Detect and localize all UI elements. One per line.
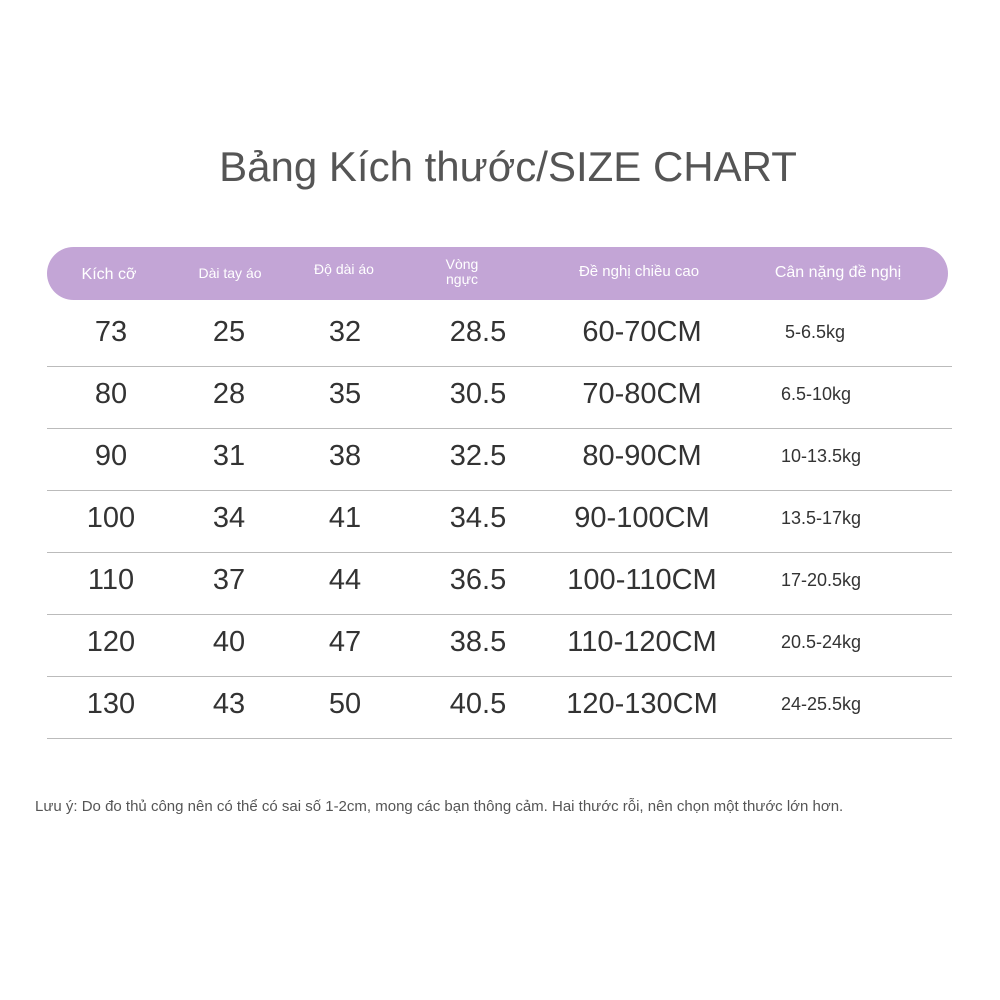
header-size: Kích cỡ (81, 266, 137, 283)
header-sleeve-length: Dài tay áo (198, 265, 262, 281)
table-cell: 34.5 (449, 502, 507, 534)
table-cell: 32 (328, 316, 362, 348)
table-row: 80 28 35 30.5 70-80CM 6.5-10kg (47, 366, 952, 429)
table-cell: 13.5-17kg (781, 508, 862, 528)
table-cell: 80 (94, 378, 128, 410)
table-cell: 130 (86, 688, 136, 720)
table-cell: 40.5 (449, 688, 507, 720)
table-row: 90 31 38 32.5 80-90CM 10-13.5kg (47, 428, 952, 491)
table-cell: 40 (212, 626, 246, 658)
table-row: 100 34 41 34.5 90-100CM 13.5-17kg (47, 490, 952, 553)
table-cell: 6.5-10kg (781, 384, 852, 404)
table-cell: 37 (212, 564, 246, 596)
table-cell: 24-25.5kg (781, 694, 862, 714)
table-cell: 110-120CM (567, 626, 717, 658)
note: Lưu ý: Do đo thủ công nên có thể có sai … (35, 798, 844, 815)
table-cell: 28 (212, 378, 246, 410)
table-cell: 41 (328, 502, 362, 534)
table-cell: 36.5 (449, 564, 507, 596)
table-cell: 80-90CM (582, 440, 702, 472)
table-cell: 34 (212, 502, 246, 534)
table-cell: 100-110CM (567, 564, 717, 596)
table-row: 130 43 50 40.5 120-130CM 24-25.5kg (47, 676, 952, 739)
header-weight: Cân nặng đề nghị (774, 264, 902, 281)
table-cell: 32.5 (449, 440, 507, 472)
table-cell: 38 (328, 440, 362, 472)
table-cell: 90-100CM (574, 502, 710, 534)
table-cell: 90 (94, 440, 128, 472)
table-cell: 120 (86, 626, 136, 658)
table-cell: 35 (328, 378, 362, 410)
table-cell: 43 (212, 688, 246, 720)
table-cell: 60-70CM (582, 316, 702, 348)
table-cell: 120-130CM (566, 688, 718, 720)
table-row: 120 40 47 38.5 110-120CM 20.5-24kg (47, 614, 952, 677)
table-cell: 50 (328, 688, 362, 720)
table-cell: 28.5 (449, 316, 507, 348)
table-cell: 73 (94, 316, 128, 348)
page-title: Bảng Kích thước/SIZE CHART (219, 143, 797, 190)
header-height: Đề nghị chiều cao (578, 263, 700, 280)
table-header: Kích cỡ Dài tay áo Độ dài áo Vòng ngực Đ… (47, 247, 948, 300)
table-cell: 17-20.5kg (781, 570, 862, 590)
table-row: 73 25 32 28.5 60-70CM 5-6.5kg (47, 304, 952, 367)
table-cell: 30.5 (449, 378, 507, 410)
table-cell: 25 (212, 316, 246, 348)
table-cell: 10-13.5kg (781, 446, 862, 466)
header-body-length: Độ dài áo (314, 261, 374, 277)
table-cell: 47 (328, 626, 362, 658)
table-cell: 38.5 (449, 626, 507, 658)
table-cell: 70-80CM (582, 378, 702, 410)
table-cell: 20.5-24kg (781, 632, 862, 652)
table-cell: 100 (86, 502, 136, 534)
table-cell: 110 (87, 564, 135, 596)
table-cell: 5-6.5kg (785, 322, 846, 342)
table-cell: 31 (212, 440, 246, 472)
table-cell: 44 (328, 564, 362, 596)
table-row: 110 37 44 36.5 100-110CM 17-20.5kg (47, 552, 952, 615)
header-chest: Vòng ngực (445, 256, 479, 287)
